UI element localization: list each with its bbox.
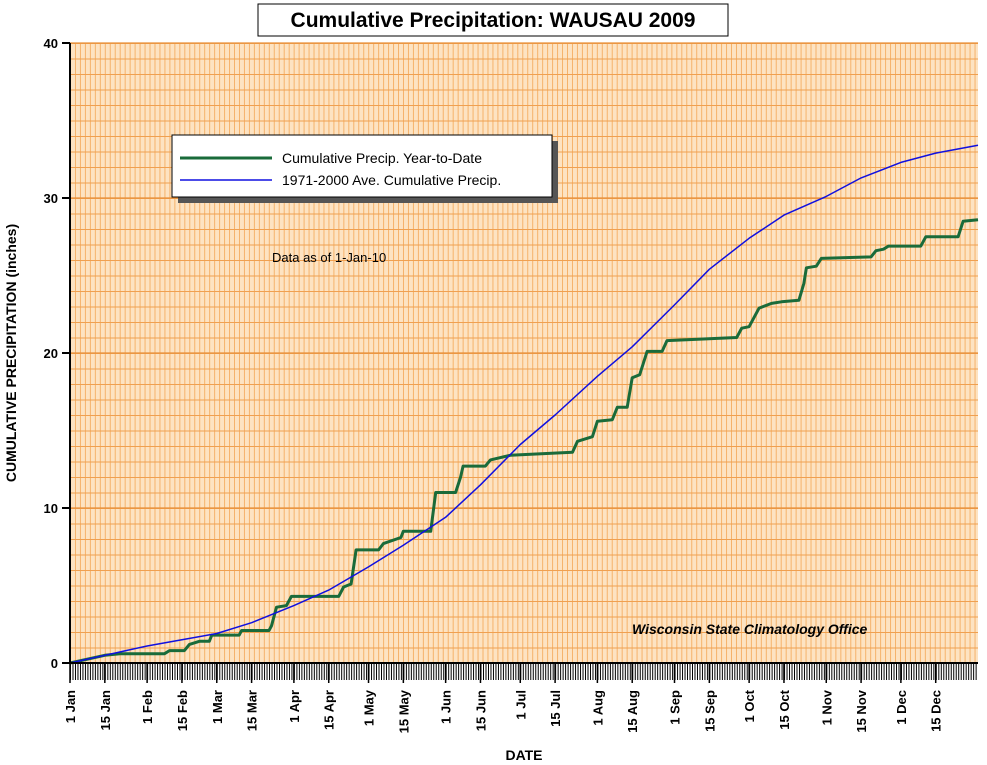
legend: Cumulative Precip. Year-to-Date 1971-2000… — [171, 134, 558, 203]
day-ticks — [70, 663, 978, 680]
x-tick-label: 1 Apr — [287, 690, 302, 723]
title-frame — [257, 3, 729, 37]
title-box: Cumulative Precipitation: WAUSAU 2009 — [257, 3, 729, 37]
x-tick-label: 1 Mar — [210, 690, 225, 724]
y-tick-label: 30 — [44, 191, 58, 206]
legend-label: Cumulative Precip. Year-to-Date — [282, 150, 482, 166]
x-tick-label: 15 Jul — [548, 690, 563, 727]
y-tick-label: 0 — [51, 656, 58, 671]
x-tick-label: 15 Sep — [702, 690, 717, 732]
x-tick-label: 1 Dec — [894, 690, 909, 725]
x-tick-label: 1 Nov — [819, 689, 834, 725]
x-axis-label: DATE — [505, 747, 542, 763]
x-tick-label: 15 May — [396, 689, 411, 733]
x-tick-label: 1 Feb — [140, 690, 155, 724]
x-tick-label: 15 Feb — [175, 690, 190, 731]
lines — [69, 144, 979, 665]
x-tick-label: 15 Jan — [98, 690, 113, 731]
x-tick-label: 15 Mar — [245, 690, 260, 731]
annotation: Data as of 1-Jan-10 — [272, 250, 386, 265]
x-tick-label: 1 May — [362, 689, 377, 726]
x-tick-label: 15 Apr — [322, 690, 337, 730]
series-line — [69, 144, 979, 664]
x-tick-label: 15 Dec — [929, 690, 944, 732]
x-tick-label: 1 Oct — [742, 689, 757, 722]
x-tick-label: 1 Jul — [513, 690, 528, 720]
y-axis-label: CUMULATIVE PRECIPITATION (inches) — [3, 224, 19, 482]
x-tick-label: 1 Aug — [590, 690, 605, 726]
annotation: Wisconsin State Climatology Office — [632, 621, 868, 637]
y-tick-label: 20 — [44, 346, 58, 361]
y-tick-label: 10 — [44, 501, 58, 516]
legend-label: 1971-2000 Ave. Cumulative Precip. — [282, 172, 501, 188]
y-tick-label: 40 — [44, 36, 58, 51]
chart-title: Cumulative Precipitation: WAUSAU 2009 — [291, 9, 696, 32]
legend-items: Cumulative Precip. Year-to-Date 1971-2000… — [180, 150, 501, 188]
legend-box — [171, 134, 553, 198]
x-tick-label: 1 Sep — [668, 690, 683, 725]
x-tick-label: 15 Jun — [473, 690, 488, 731]
x-tick-label: 1 Jun — [439, 690, 454, 724]
x-tick-label: 15 Nov — [854, 689, 869, 732]
x-tick-label: 15 Aug — [625, 690, 640, 733]
x-tick-label: 15 Oct — [777, 689, 792, 729]
x-tick-label: 1 Jan — [63, 690, 78, 723]
